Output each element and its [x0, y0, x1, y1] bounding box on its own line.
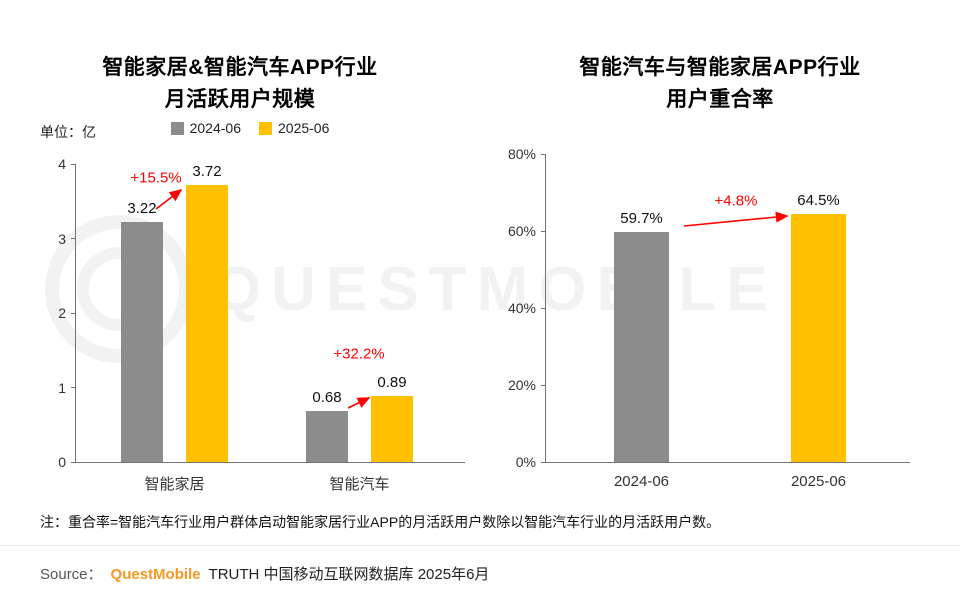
mau-chart-plot: 0 1 2 3 4 3.22 3.72 0.68 0.89 智能家居 智能汽车 +15.5% +32.2…: [58, 157, 465, 493]
footnote: 注：重合率=智能汽车行业用户群体启动智能家居行业APP的月活跃用户数除以智能汽车…: [40, 514, 721, 530]
y-axis-tickmark: [541, 307, 546, 309]
source-label: Source：: [40, 566, 103, 583]
right-chart-title-line2: 用户重合率: [666, 87, 774, 111]
legend-swatch-2025-06: [259, 121, 272, 135]
y-axis-tickmark: [71, 461, 76, 463]
y-axis-tick-label: 2: [58, 305, 66, 321]
bar-value-label: 3.22: [127, 200, 157, 218]
source-brand: QuestMobile: [110, 566, 201, 583]
x-category-label: 2025-06: [790, 473, 847, 490]
x-category-label: 智能家居: [144, 476, 205, 493]
y-axis-tick-label: 4: [58, 156, 66, 172]
y-axis-tick-label: 0: [58, 454, 66, 470]
y-axis-tickmark: [541, 461, 546, 463]
bar-overlap-2025-06: [791, 213, 846, 462]
bar-smart-car-2025-06: [371, 395, 413, 462]
y-axis-tick-label: 60%: [507, 223, 536, 239]
right-chart-title-line1: 智能汽车与智能家居APP行业: [579, 56, 861, 79]
unit-label: 单位：亿: [40, 124, 96, 140]
legend-label-2025-06: 2025-06: [278, 120, 330, 136]
y-axis-tick-label: 40%: [507, 300, 536, 316]
right-chart-title: 智能汽车与智能家居APP行业 用户重合率: [480, 52, 960, 115]
y-axis-tick-label: 3: [58, 230, 66, 247]
bar-value-label: 64.5%: [797, 191, 840, 209]
y-axis-tickmark: [71, 238, 76, 239]
growth-rate-label: +4.8%: [714, 192, 758, 210]
legend-item-2025-06: 2025-06: [259, 120, 329, 136]
y-axis-tickmark: [71, 312, 76, 314]
x-category-label: 智能汽车: [329, 476, 390, 493]
bar-value-label: 3.72: [192, 162, 222, 180]
footer-divider: [0, 545, 960, 546]
bar-smart-home-2025-06: [186, 184, 228, 462]
legend-swatch-2024-06: [170, 121, 184, 135]
bar-overlap-2024-06: [614, 232, 669, 462]
legend-item-2024-06: 2024-06: [170, 120, 241, 136]
questmobile-watermark: QUESTMOBILE: [45, 215, 778, 363]
y-axis-tick-label: 1: [58, 379, 66, 396]
bar-value-label: 0.68: [312, 389, 342, 407]
y-axis-tickmark: [541, 153, 546, 155]
bar-smart-home-2024-06: [121, 222, 163, 462]
bar-value-label: 59.7%: [620, 210, 663, 228]
growth-rate-label: +15.5%: [130, 169, 182, 187]
left-chart-title-line2: 月活跃用户规模: [164, 87, 316, 111]
source-line: Source： QuestMobile TRUTH 中国移动互联网数据库 202…: [40, 563, 489, 584]
y-axis-tick-label: 80%: [507, 146, 536, 162]
watermark-text: QUESTMOBILE: [213, 254, 778, 324]
y-axis-tick-label: 20%: [507, 377, 536, 393]
bar-value-label: 0.89: [377, 373, 407, 391]
y-axis-tick-label: 0%: [515, 454, 536, 470]
legend-label-2024-06: 2024-06: [189, 120, 241, 136]
left-chart-title: 智能家居&智能汽车APP行业 月活跃用户规模: [0, 52, 480, 115]
legend: 2024-06 2025-06: [120, 120, 380, 136]
y-axis-tickmark: [71, 387, 76, 388]
y-axis-tickmark: [541, 230, 546, 232]
y-axis-tickmark: [541, 384, 546, 386]
source-dataset: TRUTH 中国移动互联网数据库 2025年6月: [208, 566, 490, 583]
growth-rate-label: +32.2%: [333, 345, 385, 363]
bar-smart-car-2024-06: [306, 411, 348, 462]
left-chart-title-line1: 智能家居&智能汽车APP行业: [102, 56, 378, 79]
x-category-label: 2024-06: [613, 473, 670, 490]
y-axis-tickmark: [71, 163, 76, 165]
overlap-chart-plot: 0% 20% 40% 60% 80% 59.7% 64.5% 2024-06 2025-06 +4…: [508, 147, 910, 490]
